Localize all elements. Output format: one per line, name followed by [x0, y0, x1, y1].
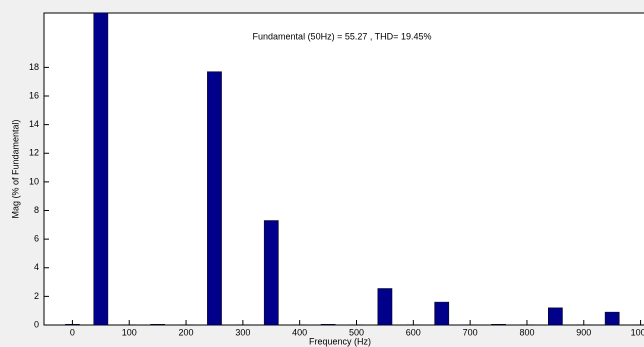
- y-tick-label: 18: [29, 62, 39, 72]
- plot-area: [43, 12, 644, 326]
- y-tick-label: 8: [34, 205, 39, 215]
- bar: [93, 13, 109, 325]
- y-tick-label: 16: [29, 90, 39, 100]
- x-tick-label: 0: [70, 327, 75, 337]
- y-tick-label: 12: [29, 148, 39, 158]
- x-tick-label: 300: [235, 327, 250, 337]
- bar: [150, 324, 165, 325]
- y-tick-label: 0: [34, 319, 39, 329]
- bar: [548, 307, 563, 325]
- bar: [377, 288, 393, 325]
- x-tick-label: 400: [292, 327, 307, 337]
- bar: [207, 71, 222, 325]
- x-tick-label: 900: [576, 327, 591, 337]
- bar: [320, 324, 336, 325]
- y-tick-label: 10: [29, 176, 39, 186]
- x-tick-label: 500: [349, 327, 364, 337]
- bar: [604, 311, 620, 325]
- bar: [263, 220, 279, 325]
- y-tick-label: 2: [34, 291, 39, 301]
- x-axis-label: Frequency (Hz): [309, 336, 371, 346]
- chart-title: Fundamental (50Hz) = 55.27 , THD= 19.45%: [253, 31, 432, 41]
- x-tick-label: 600: [406, 327, 421, 337]
- y-tick-label: 6: [34, 234, 39, 244]
- bar: [434, 301, 450, 325]
- y-tick-label: 14: [29, 119, 39, 129]
- y-axis-label: Mag (% of Fundamental): [10, 119, 20, 218]
- bar: [491, 324, 506, 325]
- x-tick-label: 200: [179, 327, 194, 337]
- x-tick-label: 100: [122, 327, 137, 337]
- x-tick-label: 1000: [631, 327, 644, 337]
- y-tick-label: 4: [34, 262, 39, 272]
- x-tick-label: 800: [519, 327, 534, 337]
- x-tick-label: 700: [463, 327, 478, 337]
